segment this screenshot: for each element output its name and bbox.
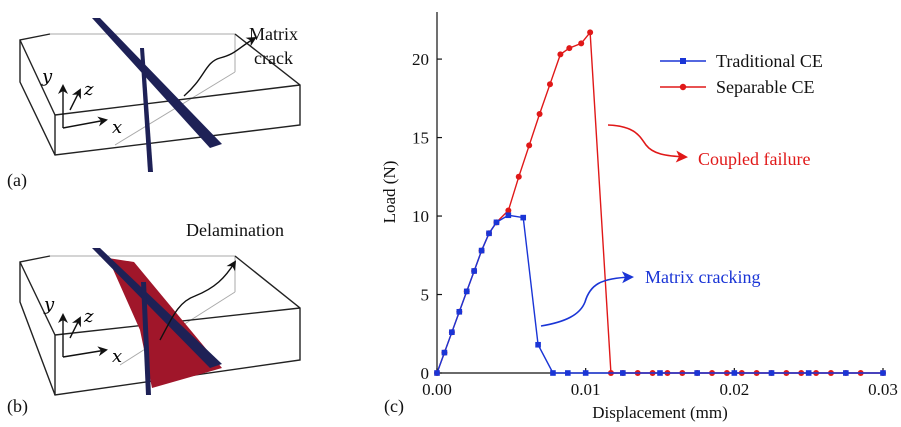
panel-a-annotation-arrow xyxy=(184,38,255,96)
x-tick-label: 0.02 xyxy=(719,380,749,399)
matrix-cracking-label: Matrix cracking xyxy=(645,267,760,287)
data-point xyxy=(434,370,440,376)
data-point xyxy=(506,212,512,218)
panel-a-annotation-line1: Matrix xyxy=(249,24,298,44)
x-axis-label: Displacement (mm) xyxy=(592,403,728,422)
panel-b-annotation: Delamination xyxy=(186,220,284,240)
panel-b: y z x Delamination (b) xyxy=(7,220,300,417)
x-tick-label: 0.03 xyxy=(868,380,898,399)
data-point xyxy=(442,350,448,356)
data-point xyxy=(769,370,775,376)
legend-label-separable: Separable CE xyxy=(716,77,814,97)
data-point xyxy=(657,370,663,376)
panel-b-axis-y: y xyxy=(43,294,55,315)
data-point xyxy=(449,329,455,335)
data-point xyxy=(516,174,522,180)
series-separable xyxy=(434,29,886,376)
panel-a-label: (a) xyxy=(7,170,27,191)
y-tick-label: 15 xyxy=(412,129,429,148)
panel-a-axis-x: x xyxy=(112,117,122,138)
data-point xyxy=(471,268,477,274)
data-point xyxy=(565,370,571,376)
data-point xyxy=(880,370,886,376)
matrix-cracking-arrow xyxy=(541,277,632,326)
y-tick-label: 10 xyxy=(412,207,429,226)
legend-item-traditional: Traditional CE xyxy=(660,51,823,71)
data-point xyxy=(486,231,492,237)
panel-a-axis-z: z xyxy=(83,79,94,100)
panel-a: y z x Matrix crack (a) xyxy=(7,18,300,191)
data-point xyxy=(583,370,589,376)
y-axis-label: Load (N) xyxy=(380,161,399,224)
data-point xyxy=(535,342,541,348)
data-point xyxy=(537,111,543,117)
data-point xyxy=(557,51,563,57)
y-tick-label: 0 xyxy=(421,364,430,383)
data-point xyxy=(550,370,556,376)
data-point xyxy=(479,248,485,254)
panel-b-label: (b) xyxy=(7,396,28,417)
series-line xyxy=(437,32,883,373)
data-point xyxy=(464,289,470,295)
data-point xyxy=(547,81,553,87)
data-point xyxy=(520,215,526,221)
data-point xyxy=(587,29,593,35)
coupled-failure-label: Coupled failure xyxy=(698,149,810,169)
legend-item-separable: Separable CE xyxy=(660,77,814,97)
data-point xyxy=(494,220,500,226)
series-layer xyxy=(434,29,886,376)
data-point xyxy=(732,370,738,376)
legend-marker-separable xyxy=(680,84,686,90)
legend-marker-traditional xyxy=(680,58,686,64)
data-point xyxy=(578,40,584,46)
data-point xyxy=(566,45,572,51)
series-traditional xyxy=(434,212,886,375)
panel-c-label: (c) xyxy=(384,396,404,417)
data-point xyxy=(694,370,700,376)
data-point xyxy=(620,370,626,376)
y-tick-label: 5 xyxy=(421,286,430,305)
panel-b-axis-z: z xyxy=(83,306,94,327)
panel-a-axis-y: y xyxy=(41,66,53,87)
y-tick-label: 20 xyxy=(412,50,429,69)
x-tick-label: 0.01 xyxy=(571,380,601,399)
data-point xyxy=(457,309,463,315)
panel-a-annotation-line2: crack xyxy=(254,48,293,68)
legend-label-traditional: Traditional CE xyxy=(716,51,823,71)
data-point xyxy=(806,370,812,376)
data-point xyxy=(843,370,849,376)
panel-b-axis-x: x xyxy=(112,346,122,367)
data-point xyxy=(526,142,532,148)
legend: Traditional CE Separable CE xyxy=(660,51,823,97)
series-line xyxy=(437,215,883,373)
coupled-failure-arrow xyxy=(608,125,686,157)
